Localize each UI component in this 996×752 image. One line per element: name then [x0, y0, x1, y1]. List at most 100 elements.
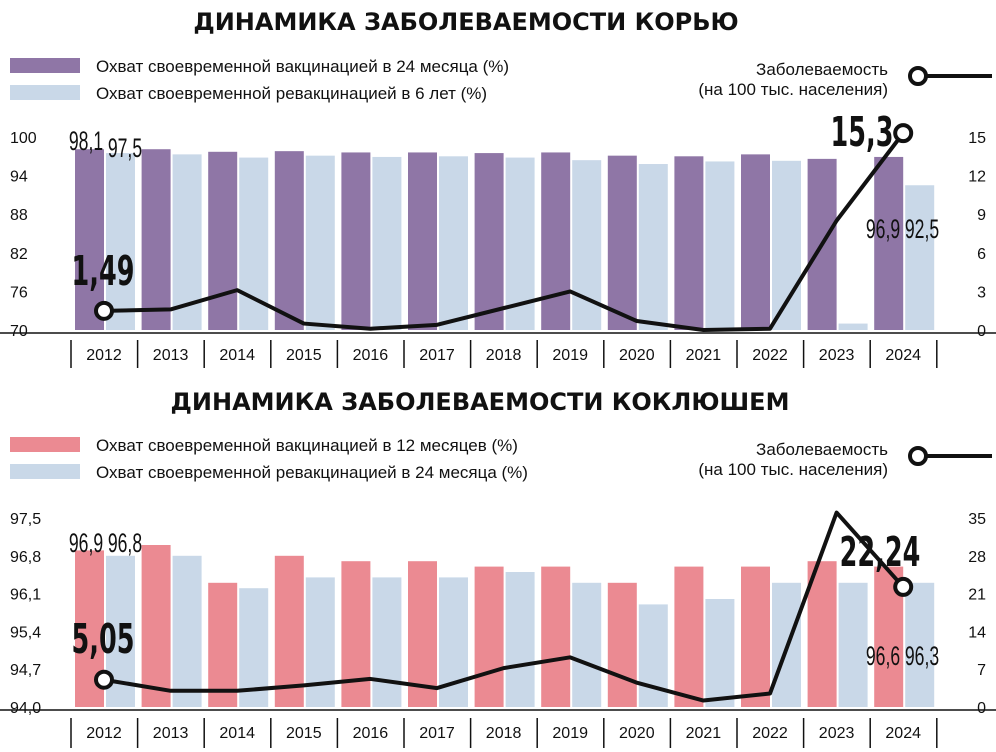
measles-label-last-incidence: 15,3 [831, 109, 894, 157]
pertussis-label-last-incidence: 22,24 [840, 529, 921, 577]
pertussis-bar-revax-2021 [705, 599, 735, 707]
measles-bar-vax-2017 [408, 152, 437, 330]
pertussis-bar-vax-2023 [807, 561, 837, 707]
measles-bar-revax-2016 [372, 156, 402, 330]
pertussis-year-label-2019: 2019 [552, 725, 588, 742]
pertussis-axes: 2012 2013 2014 2015 2016 2017 2018 2019 2020 2021… [0, 511, 996, 748]
pertussis-year-label-2021: 2021 [686, 725, 722, 742]
measles-year-label-2021: 2021 [686, 347, 722, 364]
measles-left-tick-label: 70 [10, 323, 28, 340]
measles-label-2024-revax: 92,5 [905, 214, 939, 243]
measles-legend-line-label-2: (на 100 тыс. населения) [698, 80, 888, 99]
measles-year-label-2015: 2015 [286, 347, 322, 364]
pertussis-bar-revax-2015 [305, 577, 335, 707]
measles-bar-revax-2021 [705, 161, 735, 330]
measles-legend-line-label-1: Заболеваемость [756, 60, 888, 79]
measles-label-2012-revax: 97,5 [108, 133, 142, 162]
pertussis-label-2012-vax: 96,9 [69, 528, 103, 557]
measles-bar-vax-2020 [607, 155, 637, 330]
measles-right-tick-label: 9 [977, 207, 986, 224]
pertussis-incidence-point-2012 [94, 669, 114, 690]
measles-year-label-2013: 2013 [153, 347, 189, 364]
measles-label-first-incidence: 1,49 [72, 248, 135, 296]
pertussis-bar-vax-2013 [141, 545, 171, 707]
measles-bar-vax-2019 [541, 152, 571, 330]
measles-bar-vax-2012 [75, 149, 104, 330]
pertussis-left-tick-label: 97,5 [10, 511, 41, 528]
pertussis-incidence-line [94, 510, 914, 703]
measles-year-label-2014: 2014 [219, 347, 255, 364]
measles-legend-vax-swatch [10, 58, 80, 73]
measles-bar-vax-2014 [208, 151, 238, 330]
pertussis-year-label-2013: 2013 [153, 725, 189, 742]
measles-year-label-2017: 2017 [419, 347, 455, 364]
pertussis-label-2024-revax: 96,3 [905, 641, 939, 670]
measles-bar-vax-2018 [474, 153, 504, 330]
pertussis-right-tick-label: 35 [968, 511, 986, 528]
pertussis-legend-line-label-2: (на 100 тыс. населения) [698, 460, 888, 479]
pertussis-bar-vax-2018 [474, 566, 504, 707]
measles-bar-vax-2022 [741, 154, 770, 330]
pertussis-bar-vax-2021 [674, 566, 704, 707]
measles-left-tick-label: 100 [10, 130, 37, 147]
pertussis-year-label-2022: 2022 [752, 725, 788, 742]
measles-left-tick-label: 82 [10, 246, 28, 263]
pertussis-bar-vax-2019 [541, 566, 571, 707]
measles-bar-revax-2020 [638, 164, 668, 330]
measles-label-2024-vax: 96,9 [866, 214, 900, 243]
pertussis-left-tick-label: 94,7 [10, 662, 41, 679]
measles-year-label-2012: 2012 [86, 347, 122, 364]
measles-right-tick-label: 6 [977, 246, 986, 263]
measles-bars [75, 149, 935, 330]
measles-bar-revax-2024 [905, 185, 935, 330]
measles-incidence-point-2024 [893, 123, 914, 144]
measles-bar-revax-2015 [305, 155, 335, 330]
pertussis-year-label-2015: 2015 [286, 725, 322, 742]
measles-incidence-point-2012 [94, 300, 114, 321]
pertussis-right-tick-label: 7 [977, 662, 986, 679]
measles-left-tick-label: 88 [10, 207, 28, 224]
measles-year-label-2016: 2016 [353, 347, 389, 364]
pertussis-legend-line-marker [908, 446, 992, 466]
pertussis-label-2024-vax: 96,6 [866, 641, 900, 670]
pertussis-year-label-2023: 2023 [819, 725, 855, 742]
pertussis-bar-revax-2016 [372, 577, 402, 707]
pertussis-data-labels: 96,9 96,8 96,6 96,3 5,05 22,24 [69, 528, 939, 670]
pertussis-left-tick-label: 96,8 [10, 549, 41, 566]
measles-right-tick-label: 0 [977, 323, 986, 340]
measles-bar-revax-2023 [838, 323, 868, 330]
measles-year-label-2023: 2023 [819, 347, 855, 364]
measles-bar-vax-2021 [674, 156, 704, 330]
measles-data-labels: 98,1 97,5 96,9 92,5 1,49 15,3 [69, 109, 939, 296]
measles-year-label-2022: 2022 [752, 347, 788, 364]
measles-year-label-2024: 2024 [885, 347, 921, 364]
pertussis-bar-vax-2015 [274, 555, 304, 707]
pertussis-left-tick-label: 96,1 [10, 587, 41, 604]
measles-year-label-2020: 2020 [619, 347, 655, 364]
measles-bar-vax-2016 [341, 152, 371, 330]
pertussis-year-label-2020: 2020 [619, 725, 655, 742]
pertussis-left-tick-label: 94,0 [10, 700, 41, 717]
measles-legend-revax-label: Охват своевременной ревакцинацией в 6 ле… [96, 84, 487, 103]
pertussis-legend-revax-label: Охват своевременной ревакцинацией в 24 м… [96, 463, 528, 482]
measles-left-tick-label: 94 [10, 169, 28, 186]
measles-right-tick-label: 12 [968, 169, 986, 186]
pertussis-bar-revax-2019 [572, 582, 602, 707]
pertussis-bar-revax-2024 [905, 582, 935, 707]
pertussis-right-tick-label: 0 [977, 700, 986, 717]
measles-right-tick-label: 15 [968, 130, 986, 147]
pertussis-legend-revax-swatch [10, 464, 80, 479]
pertussis-chart: ДИНАМИКА ЗАБОЛЕВАЕМОСТИ КОКЛЮШЕМ Охват с… [0, 388, 996, 748]
pertussis-legend-vax-swatch [10, 437, 80, 452]
pertussis-year-label-2016: 2016 [353, 725, 389, 742]
pertussis-incidence-polyline [102, 510, 906, 703]
measles-left-tick-label: 76 [10, 284, 28, 301]
pertussis-left-tick-label: 95,4 [10, 624, 41, 641]
measles-incidence-polyline [102, 131, 906, 332]
pertussis-label-first-incidence: 5,05 [72, 616, 135, 664]
measles-bar-vax-2013 [141, 149, 171, 330]
pertussis-bar-vax-2022 [741, 566, 770, 707]
measles-axes: 2012 2013 2014 2015 2016 2017 2018 2019 2020 2021… [0, 130, 996, 368]
pertussis-year-label-2012: 2012 [86, 725, 122, 742]
